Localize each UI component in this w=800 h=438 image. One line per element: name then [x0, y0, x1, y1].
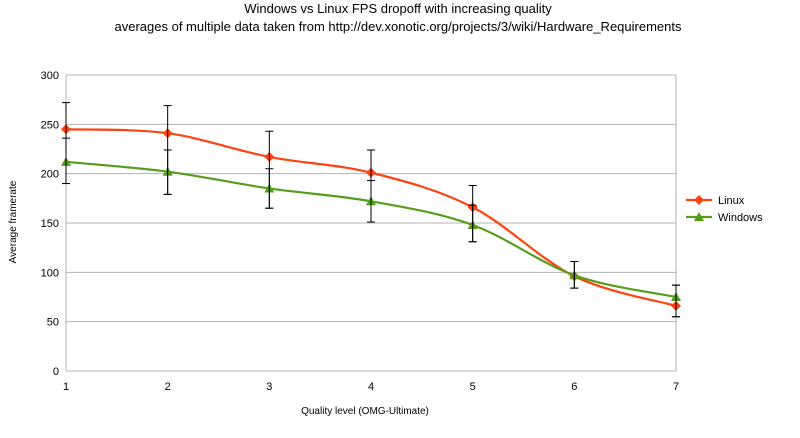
- x-tick-label: 3: [266, 381, 272, 393]
- legend-label: Windows: [718, 212, 763, 224]
- chart-title: Windows vs Linux FPS dropoff with increa…: [244, 1, 552, 16]
- legend: Linux Windows: [686, 195, 763, 224]
- legend-item-windows: Windows: [686, 212, 763, 224]
- y-tick-labels: 0 50 100 150 200 250 300: [41, 70, 59, 378]
- x-tick-label: 1: [63, 381, 69, 393]
- y-tick-label: 50: [47, 317, 59, 329]
- x-tick-label: 6: [571, 381, 577, 393]
- legend-label: Linux: [718, 195, 745, 207]
- series-layer: [61, 102, 681, 318]
- chart-subtitle: averages of multiple data taken from htt…: [115, 19, 682, 34]
- legend-item-linux: Linux: [686, 195, 745, 207]
- y-axis-label: Average framerate: [8, 180, 19, 263]
- legend-triangle-marker: [694, 212, 704, 221]
- x-tick-label: 7: [673, 381, 679, 393]
- error-bars: [62, 102, 680, 318]
- y-tick-label: 0: [53, 366, 59, 378]
- y-tick-label: 250: [41, 119, 59, 131]
- y-tick-label: 150: [41, 218, 59, 230]
- y-tick-label: 200: [41, 169, 59, 181]
- y-tick-label: 100: [41, 267, 59, 279]
- grid: [65, 74, 677, 372]
- y-tick-label: 300: [41, 70, 59, 82]
- x-tick-labels: 1 2 3 4 5 6 7: [63, 381, 679, 393]
- x-tick-label: 4: [368, 381, 374, 393]
- x-tick-label: 2: [165, 381, 171, 393]
- x-tick-label: 5: [470, 381, 476, 393]
- legend-diamond-marker: [694, 195, 704, 205]
- x-axis-label: Quality level (OMG-Ultimate): [301, 406, 429, 417]
